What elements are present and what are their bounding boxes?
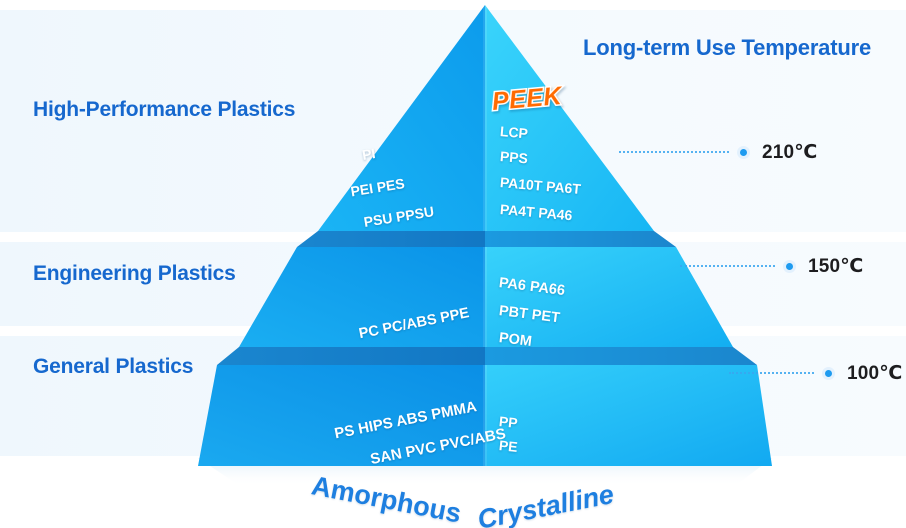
category-label-general: General Plastics xyxy=(33,355,194,378)
tier-1-crystalline-item: LCP xyxy=(499,123,529,142)
temperature-callout-100: 100℃ xyxy=(729,362,903,384)
category-label-high-performance: High-Performance Plastics xyxy=(33,98,296,121)
leader-dot-icon xyxy=(737,145,750,159)
leader-dot-icon xyxy=(783,259,796,273)
tier-1-amorphous-item: PI xyxy=(360,145,377,163)
temperature-value: 210℃ xyxy=(762,141,818,163)
leader-line-icon xyxy=(729,372,814,374)
tier-3-center-edge-highlight xyxy=(483,365,487,466)
tier-2-right-face xyxy=(485,247,733,347)
leader-line-icon xyxy=(680,265,775,267)
tier-2-right-bevel xyxy=(485,231,676,247)
tier-2-left-bevel xyxy=(297,231,485,247)
temperature-callout-210: 210℃ xyxy=(619,141,818,163)
tier-2-center-edge-highlight xyxy=(483,247,487,347)
tier-1-center-edge-highlight xyxy=(483,5,487,231)
pyramid-tier-2 xyxy=(239,231,733,347)
temperature-value: 150℃ xyxy=(808,255,864,277)
tier-3-right-bevel xyxy=(485,347,757,365)
page-title: Long-term Use Temperature xyxy=(583,35,871,60)
leader-line-icon xyxy=(619,151,729,153)
pyramid-tier-1 xyxy=(318,5,654,231)
tier-3-crystalline-item: PP xyxy=(498,413,519,431)
tier-2-left-face xyxy=(239,247,485,347)
temperature-value: 100℃ xyxy=(847,362,903,384)
tier-3-left-bevel xyxy=(217,347,485,365)
temperature-callout-150: 150℃ xyxy=(680,255,864,277)
pyramid-tier-3 xyxy=(198,347,772,466)
tier-3-left-face xyxy=(198,365,485,466)
tier-3-right-face xyxy=(485,365,772,466)
category-label-engineering: Engineering Plastics xyxy=(33,262,236,285)
leader-dot-icon xyxy=(822,366,835,380)
tier-1-right-face xyxy=(485,5,654,231)
tier-3-crystalline-item: PE xyxy=(498,437,519,455)
peek-highlight-badge: PEEK xyxy=(489,81,564,118)
tier-1-left-face xyxy=(318,5,485,231)
tier-1-crystalline-item: PPS xyxy=(499,148,529,167)
